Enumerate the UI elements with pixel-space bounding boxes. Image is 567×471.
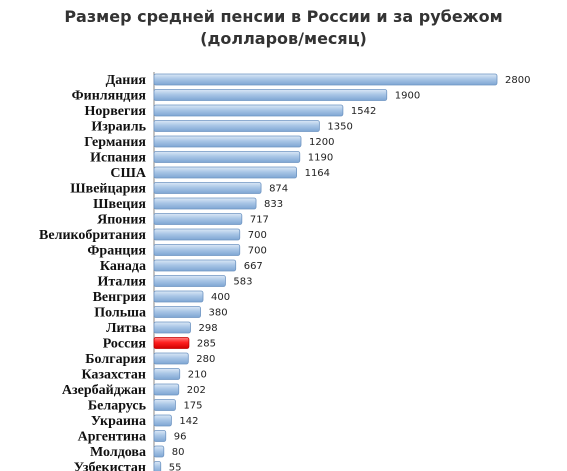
bar: [153, 445, 165, 458]
value-label: 55: [169, 463, 182, 471]
category-label: Польша: [94, 306, 146, 321]
category-label: Германия: [84, 135, 146, 150]
bar: [153, 89, 388, 101]
category-label: Азербайджан: [62, 383, 146, 398]
value-label: 280: [196, 354, 215, 365]
category-label: Россия: [103, 337, 147, 352]
category-label: Литва: [106, 321, 146, 336]
value-label: 210: [188, 370, 207, 381]
category-label: Болгария: [85, 352, 146, 367]
category-label: Финляндия: [72, 89, 147, 104]
chart-title: Размер средней пенсии в России и за рубе…: [0, 6, 567, 50]
value-label: 1190: [308, 153, 333, 164]
bar: [153, 414, 172, 427]
bar: [153, 213, 243, 225]
bar: [153, 399, 176, 411]
bar: [153, 228, 241, 241]
bar: [153, 383, 180, 396]
value-label: 2800: [505, 75, 530, 86]
category-label: Аргентина: [78, 430, 146, 445]
category-label: Испания: [90, 151, 146, 166]
bar: [153, 104, 344, 117]
bar: [153, 275, 226, 287]
value-label: 700: [248, 246, 267, 257]
value-label: 380: [209, 308, 228, 319]
value-label: 1200: [309, 137, 334, 148]
bar: [153, 321, 191, 334]
value-label: 667: [244, 261, 263, 272]
value-label: 1542: [351, 106, 376, 117]
value-label: 202: [187, 385, 206, 396]
category-label: Япония: [97, 213, 146, 228]
category-label: Украина: [91, 414, 146, 429]
category-label: Венгрия: [93, 290, 147, 305]
bar: [153, 197, 257, 210]
category-label: Казахстан: [81, 368, 146, 383]
category-label: Молдова: [90, 445, 146, 460]
category-label: Канада: [100, 259, 146, 274]
category-label: Беларусь: [88, 399, 147, 414]
bar: [153, 73, 498, 86]
value-label: 142: [179, 416, 198, 427]
bar: [153, 120, 320, 132]
bar: [153, 259, 237, 272]
bar-highlighted: [153, 337, 190, 349]
category-label: Дания: [106, 73, 147, 88]
category-label: Норвегия: [85, 104, 147, 119]
bar: [153, 430, 167, 442]
bar: [153, 290, 204, 303]
category-label: Швеция: [93, 197, 146, 212]
bar: [153, 182, 262, 194]
category-label: Великобритания: [39, 228, 146, 243]
value-label: 96: [174, 432, 187, 443]
value-label: 833: [264, 199, 283, 210]
category-label: Франция: [87, 244, 146, 259]
value-label: 717: [250, 215, 269, 226]
bar: [153, 352, 189, 365]
bar: [153, 151, 301, 163]
value-label: 298: [199, 323, 218, 334]
category-label: Израиль: [91, 120, 146, 135]
chart-title-line1: Размер средней пенсии в России и за рубе…: [64, 7, 503, 26]
value-label: 1164: [305, 168, 330, 179]
chart-title-line2: (долларов/месяц): [200, 29, 367, 48]
bar: [153, 461, 162, 471]
category-label: США: [110, 166, 146, 181]
value-label: 874: [269, 184, 288, 195]
value-label: 285: [197, 339, 216, 350]
value-label: 700: [248, 230, 267, 241]
category-label: Швейцария: [70, 182, 146, 197]
bar: [153, 368, 181, 380]
value-label: 80: [172, 447, 185, 458]
value-label: 1900: [395, 91, 420, 102]
bar: [153, 166, 297, 179]
category-label: Узбекистан: [74, 461, 146, 471]
bar: [153, 306, 201, 318]
value-label: 175: [183, 401, 202, 412]
category-label: Италия: [97, 275, 146, 290]
bar: [153, 244, 241, 256]
value-label: 1350: [327, 122, 352, 133]
value-label: 400: [211, 292, 230, 303]
bar: [153, 135, 302, 148]
value-label: 583: [233, 277, 252, 288]
